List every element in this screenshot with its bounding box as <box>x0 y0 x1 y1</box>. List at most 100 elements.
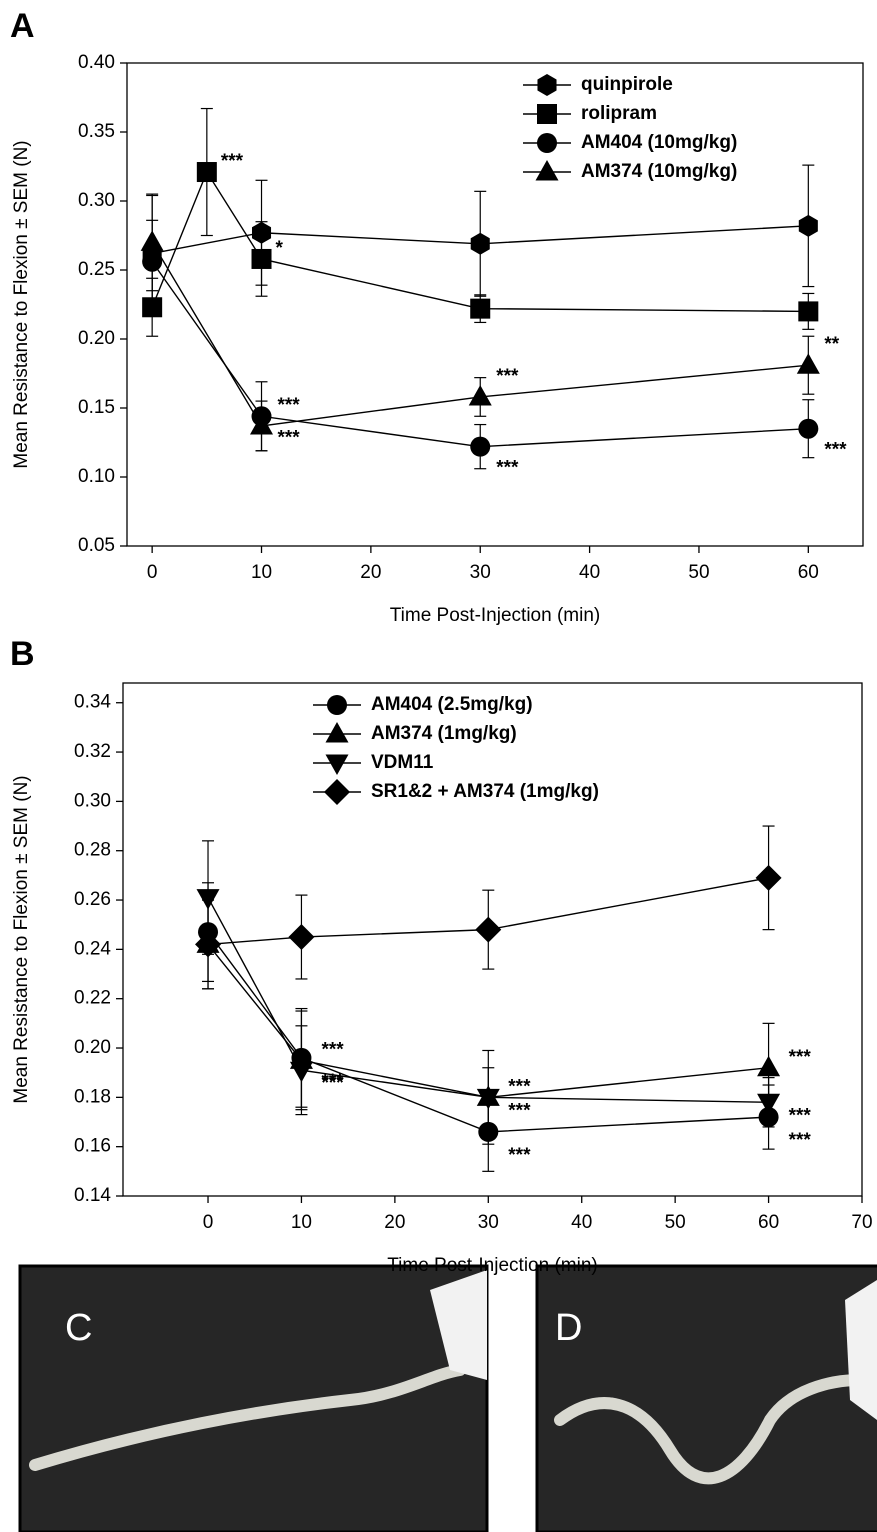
plot-frame <box>126 62 864 547</box>
legend-label: AM404 (2.5mg/kg) <box>371 694 533 715</box>
marker <box>755 864 782 891</box>
y-tick-label: 0.22 <box>74 988 111 1009</box>
body <box>845 1280 877 1420</box>
x-tick-label: 60 <box>758 1212 779 1233</box>
marker <box>196 162 217 183</box>
marker <box>289 1061 313 1083</box>
legend-label: rolipram <box>581 103 657 124</box>
significance-label: *** <box>496 366 519 387</box>
x-tick-label: 50 <box>665 1212 686 1233</box>
photo-label: D <box>555 1307 582 1349</box>
series-line <box>207 897 769 1103</box>
photo-label: C <box>65 1307 92 1349</box>
x-tick-label: 20 <box>384 1212 405 1233</box>
photo-c: C <box>18 1264 489 1532</box>
y-tick-label: 0.25 <box>78 259 115 280</box>
x-tick-label: 10 <box>251 562 272 583</box>
significance-label: *** <box>321 1073 344 1094</box>
marker <box>475 916 502 943</box>
legend-marker <box>327 695 347 715</box>
significance-label: *** <box>496 458 519 479</box>
x-tick-label: 70 <box>851 1212 872 1233</box>
marker <box>470 436 491 457</box>
marker <box>798 418 819 439</box>
significance-label: ** <box>824 334 839 355</box>
marker <box>796 353 820 374</box>
series-line <box>152 225 809 255</box>
x-tick-label: 50 <box>688 562 709 583</box>
y-tick-label: 0.24 <box>74 938 111 959</box>
marker <box>251 248 272 269</box>
legend-label: quinpirole <box>581 74 673 95</box>
legend-marker <box>325 722 349 743</box>
marker <box>757 1093 781 1115</box>
x-tick-label: 60 <box>798 562 819 583</box>
significance-label: *** <box>824 440 847 461</box>
legend-marker <box>535 160 559 181</box>
y-tick-label: 0.30 <box>78 190 115 211</box>
significance-label: *** <box>508 1100 531 1121</box>
significance-label: * <box>276 238 284 259</box>
y-tick-label: 0.35 <box>78 121 115 142</box>
x-tick-label: 40 <box>579 562 600 583</box>
significance-label: *** <box>508 1145 531 1166</box>
y-tick-label: 0.20 <box>74 1037 111 1058</box>
panel-label: A <box>10 7 35 45</box>
series-line <box>207 943 769 1099</box>
marker <box>798 214 818 237</box>
y-tick-label: 0.10 <box>78 466 115 487</box>
plot-frame <box>122 682 863 1197</box>
x-tick-label: 20 <box>360 562 381 583</box>
x-axis-label: Time Post-Injection (min) <box>387 1255 597 1276</box>
marker <box>757 1055 781 1077</box>
marker <box>798 301 819 322</box>
x-tick-label: 0 <box>203 1212 214 1233</box>
y-tick-label: 0.18 <box>74 1086 111 1107</box>
y-tick-label: 0.15 <box>78 397 115 418</box>
y-tick-label: 0.14 <box>74 1185 111 1206</box>
chart: B 0.14 0.16 0.18 0.20 0.22 0.24 0.26 0.28 0.30 0.3… <box>10 635 873 1276</box>
chart: A 0.05 0.10 0.15 0.20 0.25 0.30 0.35 0.40 0 10 20 30… <box>10 7 864 626</box>
photo-d: D <box>535 1264 877 1532</box>
x-tick-label: 30 <box>478 1212 499 1233</box>
panel-label: B <box>10 635 35 673</box>
significance-label: *** <box>321 1039 344 1060</box>
marker <box>470 298 491 319</box>
x-tick-label: 30 <box>470 562 491 583</box>
x-tick-label: 0 <box>147 562 158 583</box>
series-line <box>207 877 769 946</box>
legend-marker <box>324 779 350 805</box>
significance-label: *** <box>789 1047 812 1068</box>
marker <box>195 931 222 958</box>
y-axis-label: Mean Resistance to Flexion ± SEM (N) <box>11 775 32 1103</box>
body <box>430 1270 487 1380</box>
legend-label: AM374 (10mg/kg) <box>581 161 737 182</box>
significance-label: *** <box>221 151 244 172</box>
marker <box>468 384 492 406</box>
marker <box>142 297 163 318</box>
legend-label: AM374 (1mg/kg) <box>371 723 517 744</box>
y-tick-label: 0.40 <box>78 52 115 73</box>
tail <box>29 1364 466 1471</box>
significance-label: *** <box>508 1076 531 1097</box>
tail <box>554 1374 866 1485</box>
series-line <box>207 931 769 1133</box>
marker <box>288 924 315 951</box>
y-tick-label: 0.32 <box>74 741 111 762</box>
legend-marker <box>537 104 557 124</box>
significance-label: *** <box>278 395 301 416</box>
y-axis-label: Mean Resistance to Flexion ± SEM (N) <box>11 140 32 468</box>
legend-label: SR1&2 + AM374 (1mg/kg) <box>371 781 599 802</box>
x-tick-label: 40 <box>571 1212 592 1233</box>
marker <box>196 889 220 910</box>
y-tick-label: 0.34 <box>74 692 111 713</box>
significance-label: *** <box>278 427 301 448</box>
legend-marker <box>537 74 557 96</box>
significance-label: *** <box>789 1130 812 1151</box>
x-axis-label: Time Post-Injection (min) <box>390 605 600 626</box>
significance-label: *** <box>789 1105 812 1126</box>
y-tick-label: 0.26 <box>74 889 111 910</box>
series-line <box>151 261 809 448</box>
